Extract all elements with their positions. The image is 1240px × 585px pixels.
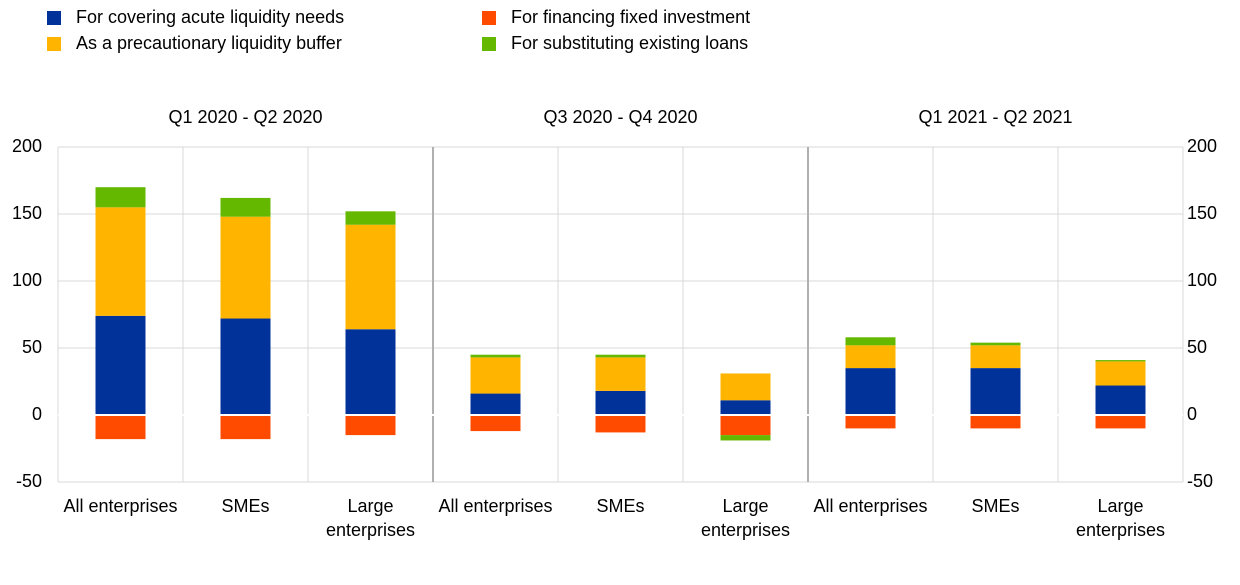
x-tick-label: SMEs	[596, 496, 645, 516]
group-label: Q1 2021 - Q2 2021	[918, 107, 1072, 127]
bar-segment	[1095, 385, 1146, 415]
y2-tick-label: 50	[1187, 337, 1207, 357]
bar-segment	[95, 315, 146, 415]
x-tick-label: SMEs	[221, 496, 270, 516]
bar-segment	[470, 357, 521, 394]
bar-segment	[970, 345, 1021, 369]
bar-segment	[845, 415, 896, 429]
y2-tick-label: 200	[1187, 136, 1217, 156]
bar-segment	[970, 415, 1021, 429]
legend-swatch	[47, 37, 61, 51]
bar-segment	[1095, 361, 1146, 386]
bar-segment	[345, 224, 396, 330]
legend-swatch	[482, 11, 496, 25]
bar-segment	[720, 400, 771, 415]
bar-segment	[345, 329, 396, 415]
bar-segment	[470, 354, 521, 358]
x-tick-label: All enterprises	[63, 496, 178, 516]
bar-segment	[220, 415, 271, 440]
legend-label: For substituting existing loans	[511, 33, 748, 53]
x-tick-label: SMEs	[971, 496, 1020, 516]
y-tick-label: 150	[12, 203, 42, 223]
y-tick-label: 50	[22, 337, 42, 357]
bar-segment	[95, 415, 146, 440]
x-tick-label: All enterprises	[813, 496, 928, 516]
bar-segment	[220, 216, 271, 319]
bar-segment	[470, 415, 521, 432]
legend-label: For financing fixed investment	[511, 7, 750, 27]
bar-segment	[345, 415, 396, 436]
y2-tick-label: 150	[1187, 203, 1217, 223]
x-tick-label: Large enterprises	[700, 496, 791, 540]
bar-segment	[720, 415, 771, 436]
bar-segment	[345, 211, 396, 225]
bar-segment	[720, 435, 771, 441]
y2-tick-label: 100	[1187, 270, 1217, 290]
bar-segment	[470, 393, 521, 415]
bar-segment	[1095, 415, 1146, 429]
bar-segment	[595, 357, 646, 391]
legend-swatch	[482, 37, 496, 51]
bar-segment	[220, 318, 271, 415]
legend-label: As a precautionary liquidity buffer	[76, 33, 342, 53]
group-label: Q3 2020 - Q4 2020	[543, 107, 697, 127]
bar-segment	[970, 368, 1021, 415]
x-tick-label: Large enterprises	[1075, 496, 1166, 540]
y-tick-label: -50	[16, 471, 42, 491]
bar-segment	[595, 415, 646, 433]
bar-segment	[845, 337, 896, 346]
bar-segment	[95, 187, 146, 208]
y-tick-label: 100	[12, 270, 42, 290]
x-tick-label: All enterprises	[438, 496, 553, 516]
bar-segment	[720, 373, 771, 401]
bar-segment	[1095, 360, 1146, 362]
y-tick-label: 200	[12, 136, 42, 156]
bar-segment	[595, 390, 646, 415]
bar-segment	[970, 342, 1021, 346]
bar-segment	[595, 354, 646, 358]
y-tick-label: 0	[32, 404, 42, 424]
legend-label: For covering acute liquidity needs	[76, 7, 344, 27]
legend-swatch	[47, 11, 61, 25]
y2-tick-label: 0	[1187, 404, 1197, 424]
bar-segment	[845, 368, 896, 415]
x-tick-label: Large enterprises	[325, 496, 416, 540]
bar-segment	[845, 345, 896, 369]
bar-segment	[220, 197, 271, 217]
y2-tick-label: -50	[1187, 471, 1213, 491]
bar-segment	[95, 207, 146, 316]
group-label: Q1 2020 - Q2 2020	[168, 107, 322, 127]
